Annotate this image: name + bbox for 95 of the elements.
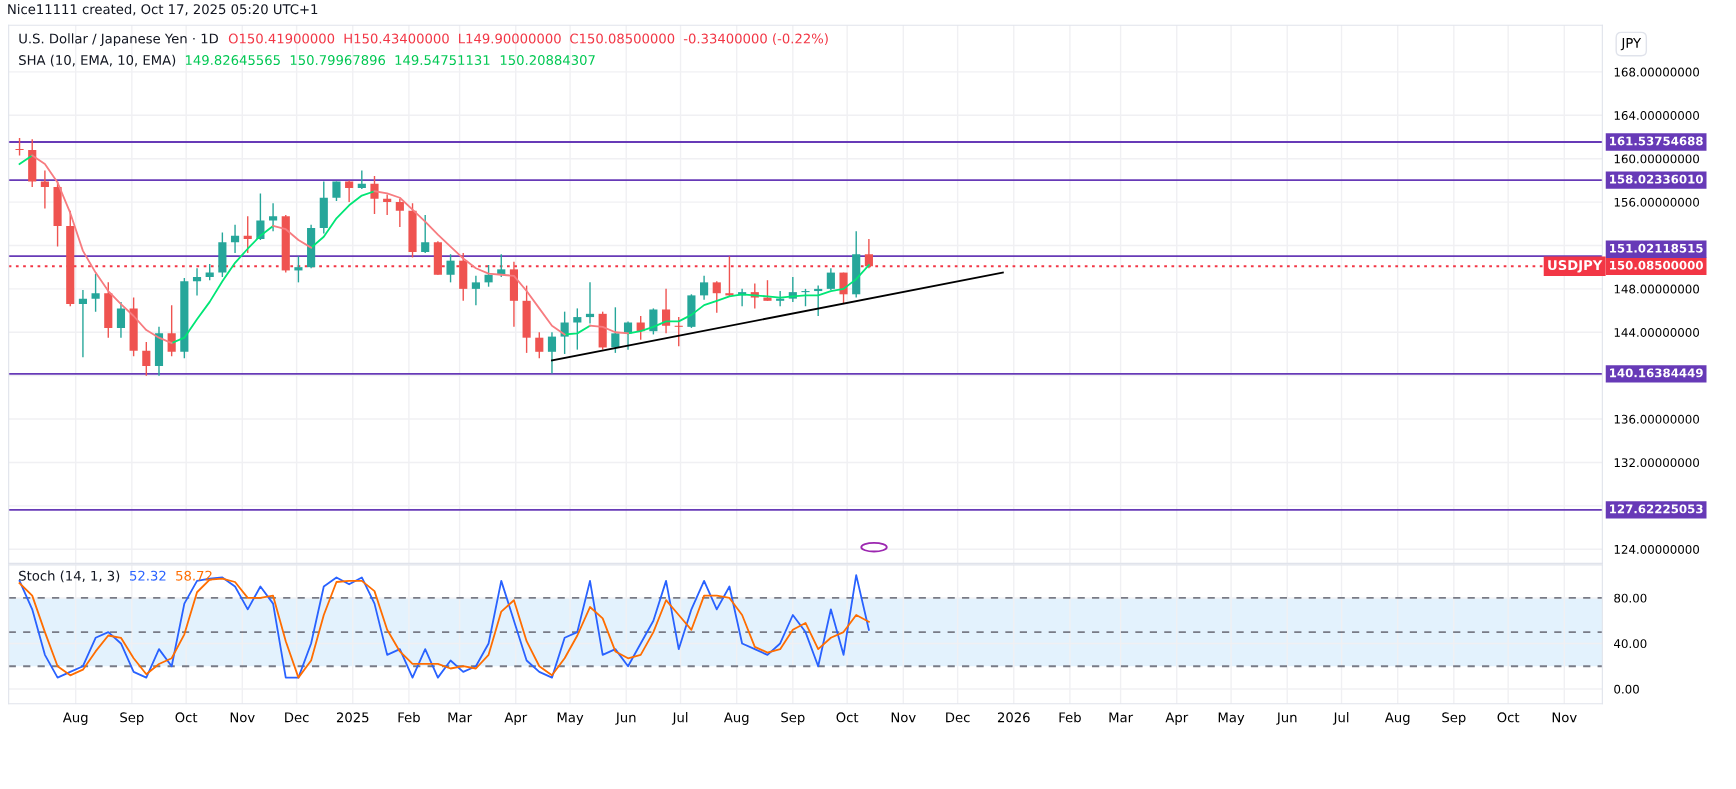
x-tick-label: Dec: [946, 712, 970, 723]
annotation: -0.33400000 (-0.22%): [683, 33, 828, 46]
candlestick: [167, 304, 176, 357]
candlestick: [712, 280, 721, 314]
y-tick-label: 136.00000000: [1614, 414, 1700, 424]
candlestick: [116, 301, 126, 339]
y-tick-label: 160.00000000: [1614, 154, 1700, 164]
candlestick: [40, 169, 49, 210]
y-tick-label: 164.00000000: [1614, 111, 1700, 120]
y-tick-label: 40.00: [1614, 639, 1647, 649]
x-tick-label: Apr: [1165, 712, 1189, 725]
chart-title: Stoch (14, 1, 3): [19, 570, 120, 583]
x-tick-label: Jun: [1276, 712, 1297, 725]
annotation: SHA (10, EMA, 10, EMA): [19, 54, 176, 67]
annotation: 149.82645565: [185, 55, 280, 66]
y-axis-title: JPY: [1620, 38, 1642, 51]
x-tick-label: Mar: [448, 712, 473, 723]
candlestick: [611, 306, 620, 354]
annotation: 149.54751131: [395, 55, 490, 66]
candlestick: [763, 279, 772, 302]
candlestick: [357, 169, 366, 190]
annotation: 150.79967896: [290, 55, 386, 66]
x-tick-label: May: [1218, 712, 1245, 725]
x-tick-label: Feb: [1059, 712, 1081, 723]
y-tick-label: 0.00: [1614, 684, 1639, 694]
candlestick: [661, 288, 671, 335]
candlestick: [700, 275, 709, 301]
candlestick: [535, 331, 544, 359]
candlestick: [497, 253, 506, 278]
x-tick-label: Aug: [723, 712, 749, 725]
candlestick: [484, 264, 493, 288]
x-tick-label: Aug: [1384, 712, 1410, 725]
annotation: 52.32: [130, 570, 166, 581]
y-tick-label: 132.00000000: [1614, 458, 1700, 468]
ref-line-label: 150.08500000: [1610, 260, 1703, 270]
x-tick-label: Oct: [175, 712, 198, 723]
candlestick: [421, 214, 430, 254]
x-tick-label: Jul: [1332, 712, 1349, 725]
ref-line-label: 161.53754688: [1610, 136, 1703, 146]
candlestick: [294, 255, 303, 284]
candlestick: [142, 341, 151, 377]
x-tick-label: Nov: [891, 712, 916, 723]
annotation: H150.43400000: [344, 33, 449, 44]
x-tick-label: Nov: [230, 712, 255, 723]
candlestick: [230, 224, 240, 254]
annotation: L149.90000000: [459, 33, 561, 44]
y-tick-label: 148.00000000: [1614, 284, 1700, 294]
x-tick-label: May: [557, 712, 584, 725]
ref-line-label: 140.16384449: [1610, 368, 1703, 378]
candlestick: [91, 272, 100, 313]
x-tick-label: Sep: [1442, 712, 1466, 725]
candlestick: [547, 331, 557, 375]
annotation: 58.72: [176, 570, 212, 581]
x-tick-label: 2025: [336, 712, 369, 723]
y-tick-label: 124.00000000: [1614, 544, 1700, 554]
x-tick-label: 2026: [997, 712, 1030, 723]
annotation: O150.41900000: [228, 33, 335, 44]
x-tick-label: Apr: [504, 712, 528, 725]
x-tick-label: Dec: [285, 712, 309, 723]
candlestick: [345, 179, 354, 203]
candlestick: [864, 238, 873, 269]
candlestick: [192, 267, 202, 297]
x-tick-label: Sep: [120, 712, 144, 725]
y-tick-label: 168.00000000: [1614, 67, 1700, 77]
candlestick: [446, 253, 455, 284]
ref-line-label: 151.02118515: [1610, 243, 1703, 253]
x-tick-label: Feb: [398, 712, 420, 723]
x-tick-label: Aug: [62, 712, 88, 725]
ref-line-label: 158.02336010: [1610, 174, 1703, 184]
annotation: USDJPY: [1548, 260, 1603, 273]
candlestick: [471, 275, 480, 306]
candlestick: [269, 202, 278, 233]
candlestick: [395, 198, 404, 228]
y-tick-label: 156.00000000: [1614, 197, 1700, 207]
annotation: 150.20884307: [500, 55, 595, 66]
x-tick-label: Jul: [671, 712, 688, 725]
x-tick-label: Mar: [1109, 712, 1134, 723]
x-tick-label: Oct: [1497, 712, 1520, 723]
candlestick: [370, 175, 379, 215]
x-tick-label: Sep: [781, 712, 805, 725]
candlestick: [725, 255, 734, 298]
y-tick-label: 80.00: [1614, 593, 1647, 603]
x-tick-label: Oct: [836, 712, 859, 723]
x-tick-label: Nov: [1552, 712, 1577, 723]
annotation: C150.08500000: [570, 33, 675, 44]
candlestick: [826, 267, 835, 291]
y-tick-label: 144.00000000: [1614, 327, 1700, 337]
candlestick: [332, 180, 341, 202]
candlestick: [649, 307, 658, 336]
x-tick-label: Jun: [615, 712, 636, 725]
ref-line-label: 127.62225053: [1610, 504, 1703, 514]
text: U.S. Dollar / Japanese Yen · 1D: [19, 33, 219, 47]
candlestick: [78, 289, 87, 358]
text: Nice11111 created, Oct 17, 2025 05:20 UTC+1: [8, 3, 318, 16]
candlestick: [573, 307, 582, 351]
